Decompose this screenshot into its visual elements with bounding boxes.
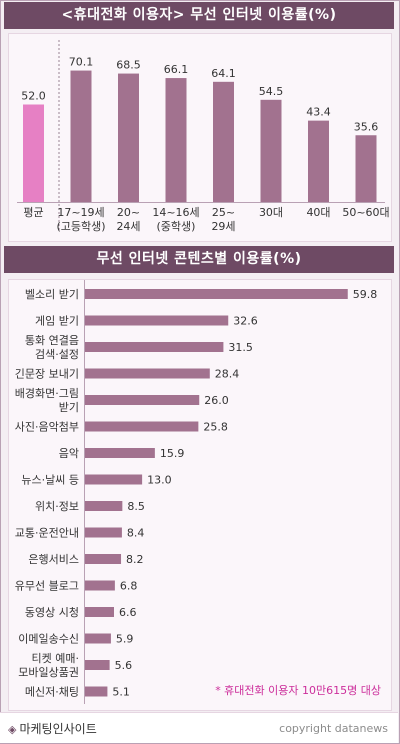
tick-label: 30대 [259,206,283,219]
bar [85,342,224,352]
category-label: 이메일송수신 [18,632,79,646]
category-label: 받기 [59,401,79,414]
category-label: 유무선 블로그 [15,580,79,593]
bar [85,580,115,591]
data-label: 5.9 [116,633,134,646]
bar [85,421,199,432]
category-label: 위치·정보 [35,500,79,513]
bar [355,135,377,202]
tick-label: 29세 [211,220,235,233]
data-label: 52.0 [21,90,46,103]
vertical-bar-chart: 52.0 평균 70.1 17~19세(고등학생) 68.5 20~24세 66.1 14~1… [17,40,390,233]
bar [85,554,122,564]
category-label: 모바일상품권 [18,665,79,679]
bar [260,99,282,202]
bar [213,81,234,202]
tick-label: (고등학생) [56,220,105,233]
data-label: 6.6 [119,606,137,619]
bar [308,120,329,202]
bar [118,73,139,202]
brand-text: 마케팅인사이트 [19,722,97,736]
bar [85,395,200,405]
data-label: 26.0 [204,394,229,407]
sample-note: * 휴대전화 이용자 10만615명 대상 [215,684,381,697]
data-label: 59.8 [353,288,378,301]
tick-label: 25~ [212,206,235,219]
copyright-text: copyright datanews [279,722,388,735]
bar [85,660,110,670]
category-label: 티켓 예매· [32,652,79,665]
footer-brand: ◈ 마케팅인사이트 [8,720,97,737]
bar [165,78,187,202]
category-label: 사진·음악첨부 [15,421,79,434]
tick-label: 20~ [117,206,140,219]
data-label: 35.6 [354,120,379,133]
data-label: 6.8 [120,580,138,593]
data-label: 25.8 [203,421,228,434]
data-label: 66.1 [164,63,189,76]
data-label: 32.6 [233,315,258,328]
bar [70,70,92,202]
category-label: 벨소리 받기 [25,288,79,301]
data-label: 13.0 [147,474,172,487]
data-label: 70.1 [69,56,94,69]
bar [23,104,44,202]
chart-1-panel: 52.0 평균 70.1 17~19세 (고등학생) 68.5 20~ 24세 66.1 14~1… [8,33,392,242]
category-label: 배경화면·그림 [15,387,79,400]
category-label: 교통·운전안내 [15,527,79,540]
chart-2-panel: 59.8 벨소리 받기 32.6 게임 받기 31.5 통화 연결음 검색·설정 28.4 긴문… [8,279,392,711]
bar [85,607,114,617]
data-label: 8.5 [127,500,144,513]
data-label: 8.4 [127,527,145,540]
category-label: 통화 연결음 [25,334,79,347]
tick-label: 17~19세 [57,206,104,219]
bar [85,686,108,697]
data-label: 28.4 [215,368,240,381]
data-label: 31.5 [228,341,253,354]
data-label: 54.5 [259,85,284,98]
bar [85,368,210,379]
bar [85,289,348,299]
category-label: 동영상 시청 [25,606,79,619]
tick-label: 24세 [116,220,140,233]
tick-label: 평균 [23,206,43,219]
data-label: 43.4 [306,106,331,119]
tick-label: (중학생) [157,220,196,233]
category-label: 게임 받기 [35,315,79,328]
bar [85,501,123,511]
data-label: 5.1 [112,686,130,699]
bar [85,315,229,326]
chart-1-title: <휴대전화 이용자> 무선 인터넷 이용률(%) [4,2,394,29]
data-label: 68.5 [116,59,141,72]
bar [85,633,111,644]
category-label: 음악 [59,447,79,460]
chart-2-title: 무선 인터넷 콘텐츠별 이용률(%) [4,246,394,273]
category-label: 검색·설정 [35,348,79,361]
diamond-icon: ◈ [8,723,17,736]
data-label: 8.2 [126,553,144,566]
bar [85,527,122,538]
data-label: 64.1 [211,67,236,80]
category-label: 메신저·채팅 [25,686,79,699]
bar [85,448,155,458]
category-label: 긴문장 보내기 [15,368,79,381]
category-label: 은행서비스 [28,553,79,566]
data-label: 15.9 [160,447,185,460]
footer: ◈ 마케팅인사이트 copyright datanews [0,712,398,743]
tick-label: 14~16세 [152,206,199,219]
bar [85,474,143,485]
tick-label: 40대 [306,206,330,219]
category-label: 뉴스·날씨 등 [21,474,79,487]
tick-label: 50~60대 [342,206,389,219]
data-label: 5.6 [115,659,133,672]
